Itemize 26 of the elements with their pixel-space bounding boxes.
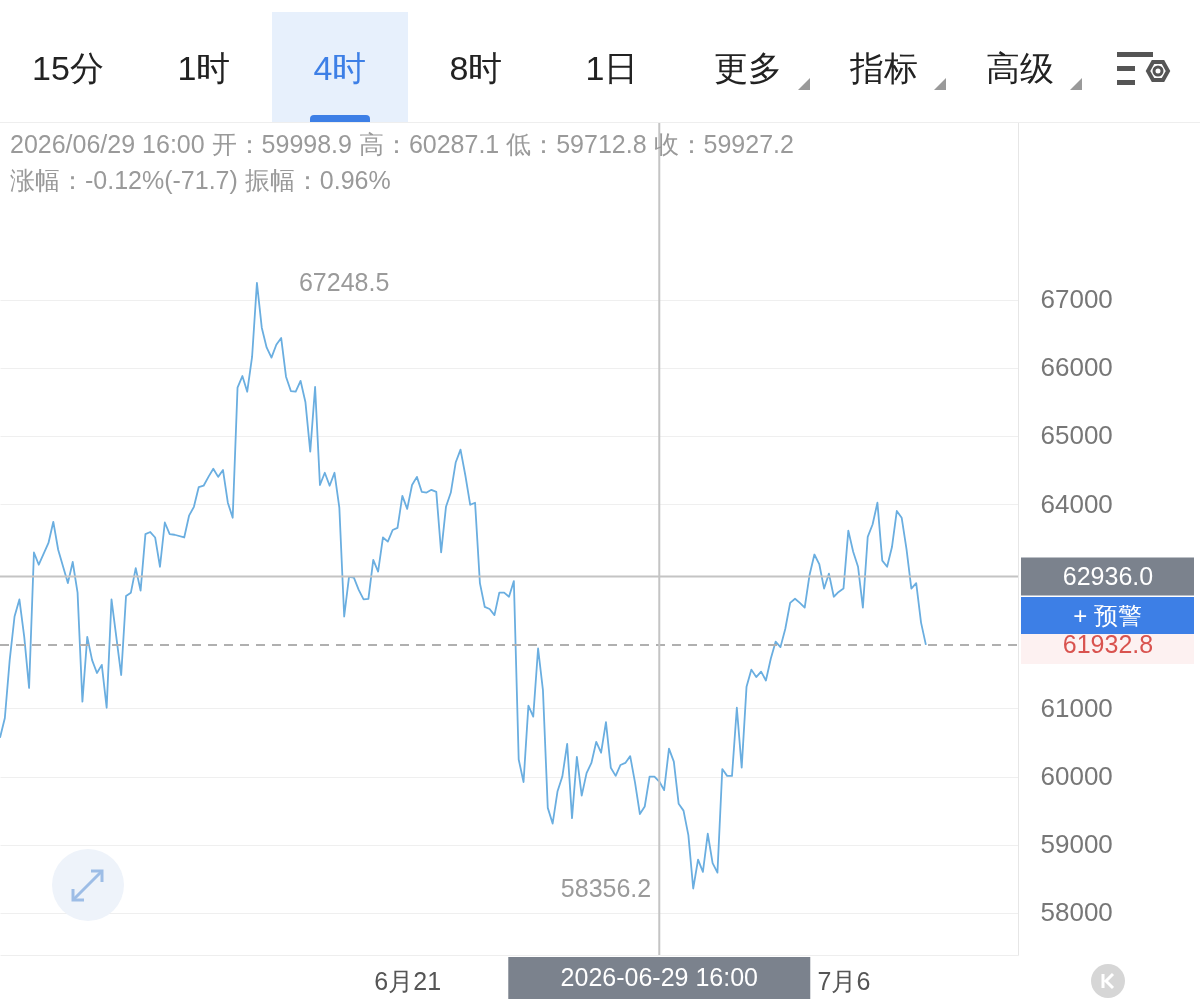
x-tick-label: 6月21 [374,966,442,995]
text: 8时 [448,48,504,89]
annotation: 2026/06/29 16:00 开：59998.9 高：60287.1 低：59712.8 收：59927.2 [10,129,794,160]
y-tick-label: 67000 [1040,284,1113,315]
x-tick-label: 7月6 [817,966,871,995]
text: 1时 [176,48,232,89]
text: 15分 [31,48,105,89]
annotation: 58356.2 [560,873,652,902]
ref-line-label: 61932.8 [1062,629,1154,658]
ref-line-label: 62936.0 [1062,561,1154,590]
y-tick-label: 58000 [1040,897,1113,928]
annotation: 涨幅：-0.12%(-71.7) 振幅：0.96% [10,165,391,196]
text: + 预警 [1073,602,1142,629]
text: 指标 [849,48,919,89]
y-tick-label: 65000 [1040,420,1113,451]
y-tick-label: 59000 [1040,829,1113,860]
ref-line-label: 2026-06-29 16:00 [560,963,758,991]
text: 1日 [584,48,640,89]
text: 更多 [713,48,783,89]
annotation: 67248.5 [298,267,390,296]
y-tick-label: 61000 [1040,692,1113,723]
text: 高级 [985,48,1055,89]
y-tick-label: 60000 [1040,761,1113,792]
y-tick-label: 66000 [1040,352,1113,383]
text: 4时 [272,12,408,122]
y-tick-label: 64000 [1040,488,1113,519]
